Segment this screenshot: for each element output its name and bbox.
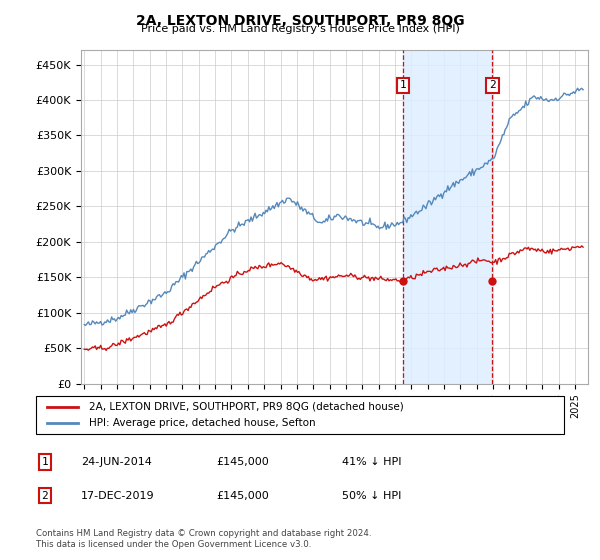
Text: 2A, LEXTON DRIVE, SOUTHPORT, PR9 8QG: 2A, LEXTON DRIVE, SOUTHPORT, PR9 8QG: [136, 14, 464, 28]
Text: 2A, LEXTON DRIVE, SOUTHPORT, PR9 8QG (detached house): 2A, LEXTON DRIVE, SOUTHPORT, PR9 8QG (de…: [89, 402, 404, 412]
Text: 50% ↓ HPI: 50% ↓ HPI: [342, 491, 401, 501]
Bar: [403, 50, 493, 384]
Text: Contains HM Land Registry data © Crown copyright and database right 2024.
This d: Contains HM Land Registry data © Crown c…: [36, 529, 371, 549]
Text: Price paid vs. HM Land Registry's House Price Index (HPI): Price paid vs. HM Land Registry's House …: [140, 24, 460, 34]
Text: 17-DEC-2019: 17-DEC-2019: [81, 491, 155, 501]
FancyBboxPatch shape: [36, 396, 564, 434]
Text: £145,000: £145,000: [216, 491, 269, 501]
Text: 1: 1: [400, 81, 406, 90]
Text: £145,000: £145,000: [216, 457, 269, 467]
Text: 24-JUN-2014: 24-JUN-2014: [81, 457, 152, 467]
Text: 41% ↓ HPI: 41% ↓ HPI: [342, 457, 401, 467]
Text: HPI: Average price, detached house, Sefton: HPI: Average price, detached house, Seft…: [89, 418, 316, 428]
Text: 2: 2: [41, 491, 49, 501]
Text: 1: 1: [41, 457, 49, 467]
Text: 2: 2: [489, 81, 496, 90]
